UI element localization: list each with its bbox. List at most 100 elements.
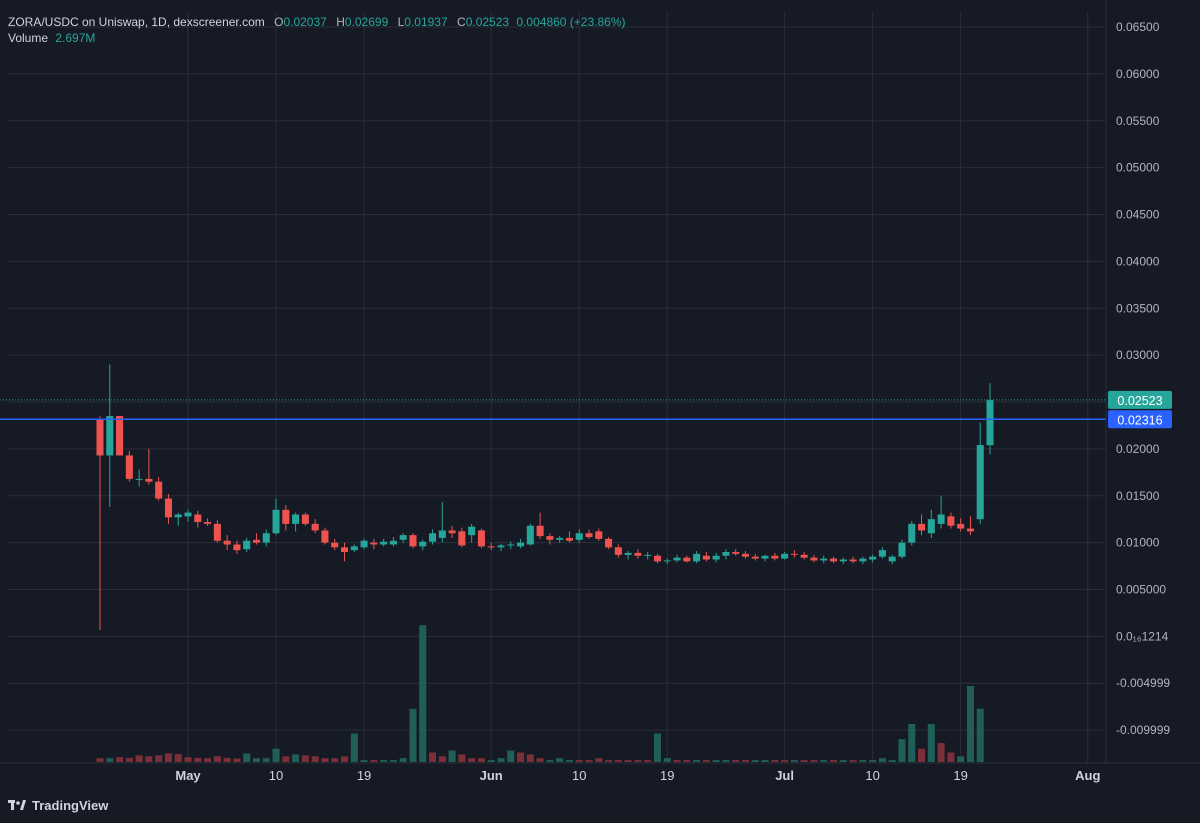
- volume-bar: [477, 758, 485, 762]
- low-value: 0.01937: [404, 15, 448, 29]
- volume-bar: [908, 724, 916, 762]
- volume-bar: [683, 760, 691, 762]
- x-tick-label: May: [175, 768, 201, 783]
- candle-body: [810, 557, 818, 561]
- volume-bar: [634, 760, 642, 762]
- candle-body: [614, 547, 622, 555]
- volume-bar: [536, 758, 544, 762]
- y-tick-label: 0.06500: [1116, 20, 1160, 34]
- volume-bar: [732, 760, 740, 762]
- volume-bar: [898, 739, 906, 762]
- candle-body: [438, 530, 446, 538]
- x-tick-label: Jun: [480, 768, 503, 783]
- low-label: L: [397, 15, 405, 29]
- volume-bar: [771, 760, 779, 762]
- volume-bar: [311, 756, 319, 762]
- open-label: O: [274, 15, 284, 29]
- volume-bar: [468, 758, 476, 762]
- volume-bar: [135, 755, 143, 762]
- volume-bar: [790, 760, 798, 762]
- candle-body: [96, 418, 104, 456]
- change-value: 0.004860 (+23.86%): [516, 15, 626, 29]
- volume-bar: [487, 760, 495, 762]
- volume-bar: [702, 760, 710, 762]
- y-tick-label: 0.04000: [1116, 254, 1160, 268]
- volume-bar: [595, 758, 603, 762]
- candle-body: [389, 540, 397, 545]
- volume-bar: [644, 760, 652, 762]
- volume-bar: [497, 758, 505, 762]
- volume-bar: [116, 757, 124, 762]
- volume-bar: [419, 625, 427, 762]
- candle-body: [790, 553, 798, 555]
- high-label: H: [336, 15, 345, 29]
- candle-body: [243, 540, 251, 550]
- volume-bar: [145, 756, 153, 762]
- volume-bar: [976, 708, 984, 762]
- volume-bar: [125, 757, 133, 762]
- volume-bar: [624, 760, 632, 762]
- pair-title: ZORA/USDC on Uniswap, 1D, dexscreener.co…: [8, 15, 265, 29]
- volume-bar: [204, 758, 212, 762]
- volume-bar: [957, 756, 965, 762]
- candle-body: [321, 530, 329, 543]
- candle-body: [262, 533, 270, 543]
- candle-body: [526, 525, 534, 545]
- volume-bar: [781, 760, 789, 762]
- candle-body: [722, 552, 730, 556]
- tradingview-brand[interactable]: TradingView: [8, 798, 108, 813]
- volume-bars: [96, 625, 984, 762]
- x-tick-label: 19: [357, 768, 371, 783]
- volume-bar: [839, 760, 847, 762]
- candle-body: [223, 540, 231, 545]
- tradingview-logo-icon: [8, 799, 26, 812]
- volume-bar: [565, 760, 573, 762]
- candle-body: [829, 558, 838, 562]
- candle-body: [331, 542, 339, 548]
- volume-bar: [389, 760, 397, 762]
- volume-bar: [800, 760, 808, 762]
- high-value: 0.02699: [344, 15, 389, 29]
- y-tick-label: -0.009999: [1116, 723, 1170, 737]
- volume-bar: [507, 750, 515, 762]
- hline-price-tag: [1108, 410, 1172, 429]
- volume-bar: [927, 724, 935, 762]
- volume-bar: [878, 758, 886, 762]
- candle-body: [644, 554, 652, 556]
- candle-body: [693, 553, 701, 562]
- candle-body: [448, 530, 456, 534]
- candle-body: [976, 445, 984, 520]
- volume-bar: [282, 756, 290, 762]
- candle-body: [556, 537, 564, 540]
- volume-bar: [761, 760, 769, 762]
- candle-body: [204, 522, 212, 524]
- volume-bar: [262, 758, 270, 762]
- y-tick-label: 0.05000: [1116, 161, 1160, 175]
- x-tick-label: 19: [660, 768, 674, 783]
- candle-body: [771, 555, 779, 559]
- candle-body: [301, 514, 309, 524]
- candle-body: [839, 559, 847, 562]
- volume-bar: [849, 760, 857, 762]
- candle-body: [468, 526, 476, 536]
- candle-body: [213, 523, 221, 541]
- volume-bar: [448, 750, 456, 762]
- volume-bar: [429, 752, 437, 762]
- candle-body: [546, 536, 554, 540]
- candle-body: [908, 523, 916, 543]
- volume-bar: [966, 686, 974, 762]
- candle-body: [135, 478, 143, 480]
- y-tick-label: 0.03000: [1116, 348, 1160, 362]
- volume-bar: [321, 758, 329, 762]
- candlesticks: [96, 364, 994, 630]
- volume-bar: [546, 760, 554, 762]
- volume-bar: [409, 708, 417, 762]
- volume-bar: [614, 760, 622, 762]
- candle-body: [125, 455, 133, 479]
- volume-bar: [918, 748, 926, 762]
- volume-bar: [370, 760, 378, 762]
- volume-bar: [194, 757, 202, 762]
- candle-body: [966, 528, 974, 532]
